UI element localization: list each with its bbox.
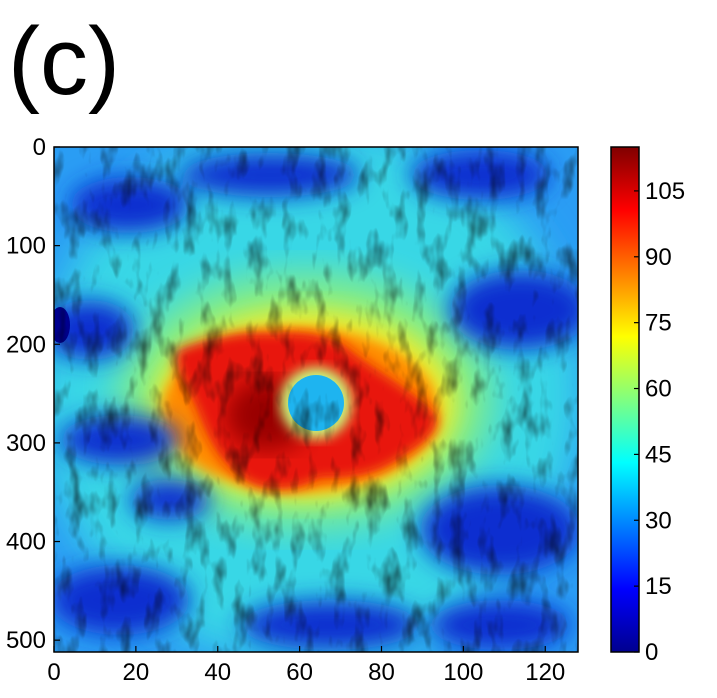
colorbar-tick-label: 45 xyxy=(645,441,672,468)
panel-label: (c) xyxy=(8,8,120,115)
y-tick-label: 200 xyxy=(6,331,46,358)
heatmap-texture xyxy=(54,147,578,652)
y-axis: 0 100 200 300 400 500 xyxy=(6,134,60,654)
x-tick-label: 20 xyxy=(123,659,150,686)
x-tick-label: 80 xyxy=(368,659,395,686)
x-axis: 0 20 40 60 80 100 120 xyxy=(47,646,565,686)
colorbar-tick-label: 90 xyxy=(645,244,672,271)
colorbar-tick-label: 15 xyxy=(645,573,672,600)
x-tick-label: 0 xyxy=(47,659,60,686)
y-tick-label: 0 xyxy=(33,134,46,161)
y-tick-label: 500 xyxy=(6,627,46,654)
x-tick-label: 100 xyxy=(443,659,483,686)
colorbar-tick-label: 30 xyxy=(645,507,672,534)
heatmap-plot-area xyxy=(54,147,578,652)
colorbar-tick-label: 105 xyxy=(645,178,685,205)
colorbar-tick-label: 60 xyxy=(645,376,672,403)
colorbar-tick-label: 0 xyxy=(645,639,658,666)
colorbar xyxy=(610,146,640,653)
y-tick-label: 300 xyxy=(6,430,46,457)
x-tick-label: 40 xyxy=(204,659,231,686)
colorbar-tick-label: 75 xyxy=(645,310,672,337)
colorbar-axis: 0 15 30 45 60 75 90 105 xyxy=(634,178,685,666)
y-tick-label: 400 xyxy=(6,529,46,556)
y-tick-label: 100 xyxy=(6,233,46,260)
x-tick-label: 60 xyxy=(286,659,313,686)
x-tick-label: 120 xyxy=(525,659,565,686)
plot-frame xyxy=(53,146,579,653)
